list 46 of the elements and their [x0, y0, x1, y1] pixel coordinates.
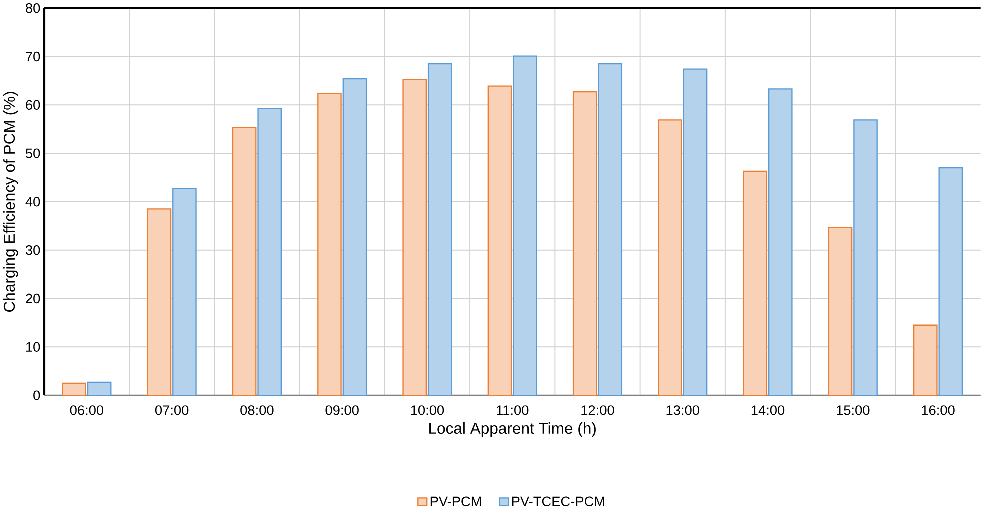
bar [402, 79, 428, 396]
x-tick-label: 16:00 [922, 406, 955, 416]
bar [87, 382, 112, 396]
y-axis-title: Charging Efficiency of PCM (%) [4, 92, 18, 312]
bar [683, 68, 708, 396]
legend-label: PV-TCEC-PCM [512, 496, 604, 506]
bar [768, 88, 793, 396]
x-tick-label: 09:00 [326, 406, 359, 416]
x-axis-title: Local Apparent Time (h) [430, 422, 596, 438]
y-tick-label: 30 [26, 245, 40, 256]
bar [428, 63, 452, 396]
y-tick-label: 0 [34, 390, 40, 400]
x-tick-label: 13:00 [666, 406, 700, 416]
legend-label: PV-PCM [430, 496, 482, 506]
x-tick-label: 15:00 [837, 406, 870, 416]
bar [318, 92, 342, 396]
bar [938, 167, 964, 396]
x-tick-label: 11:00 [497, 406, 529, 416]
y-tick-label: 70 [26, 52, 40, 62]
x-tick-label: 08:00 [240, 406, 274, 416]
bar [147, 208, 172, 396]
x-tick-label: 07:00 [155, 406, 189, 416]
bar [232, 127, 257, 396]
bar [258, 108, 282, 396]
bar [342, 78, 368, 396]
bar [172, 188, 197, 396]
bar [658, 120, 682, 396]
bar [598, 63, 623, 396]
y-tick-label: 20 [26, 294, 40, 304]
y-tick-label: 10 [26, 342, 40, 352]
x-tick-label: 14:00 [752, 406, 785, 416]
x-tick-label: 12:00 [582, 406, 614, 416]
bar [488, 86, 512, 396]
bar [572, 91, 598, 396]
bar [828, 226, 853, 396]
y-tick-label: 50 [26, 148, 40, 158]
bar [513, 56, 538, 396]
x-tick-label: 06:00 [70, 406, 104, 416]
y-tick-label: 40 [26, 197, 40, 207]
x-tick-label: 10:00 [411, 406, 444, 416]
y-tick-label: 80 [26, 3, 40, 14]
y-tick-label: 60 [26, 100, 40, 110]
bar [62, 382, 86, 396]
bar [854, 120, 878, 396]
bar [743, 170, 768, 396]
bar [913, 324, 938, 396]
